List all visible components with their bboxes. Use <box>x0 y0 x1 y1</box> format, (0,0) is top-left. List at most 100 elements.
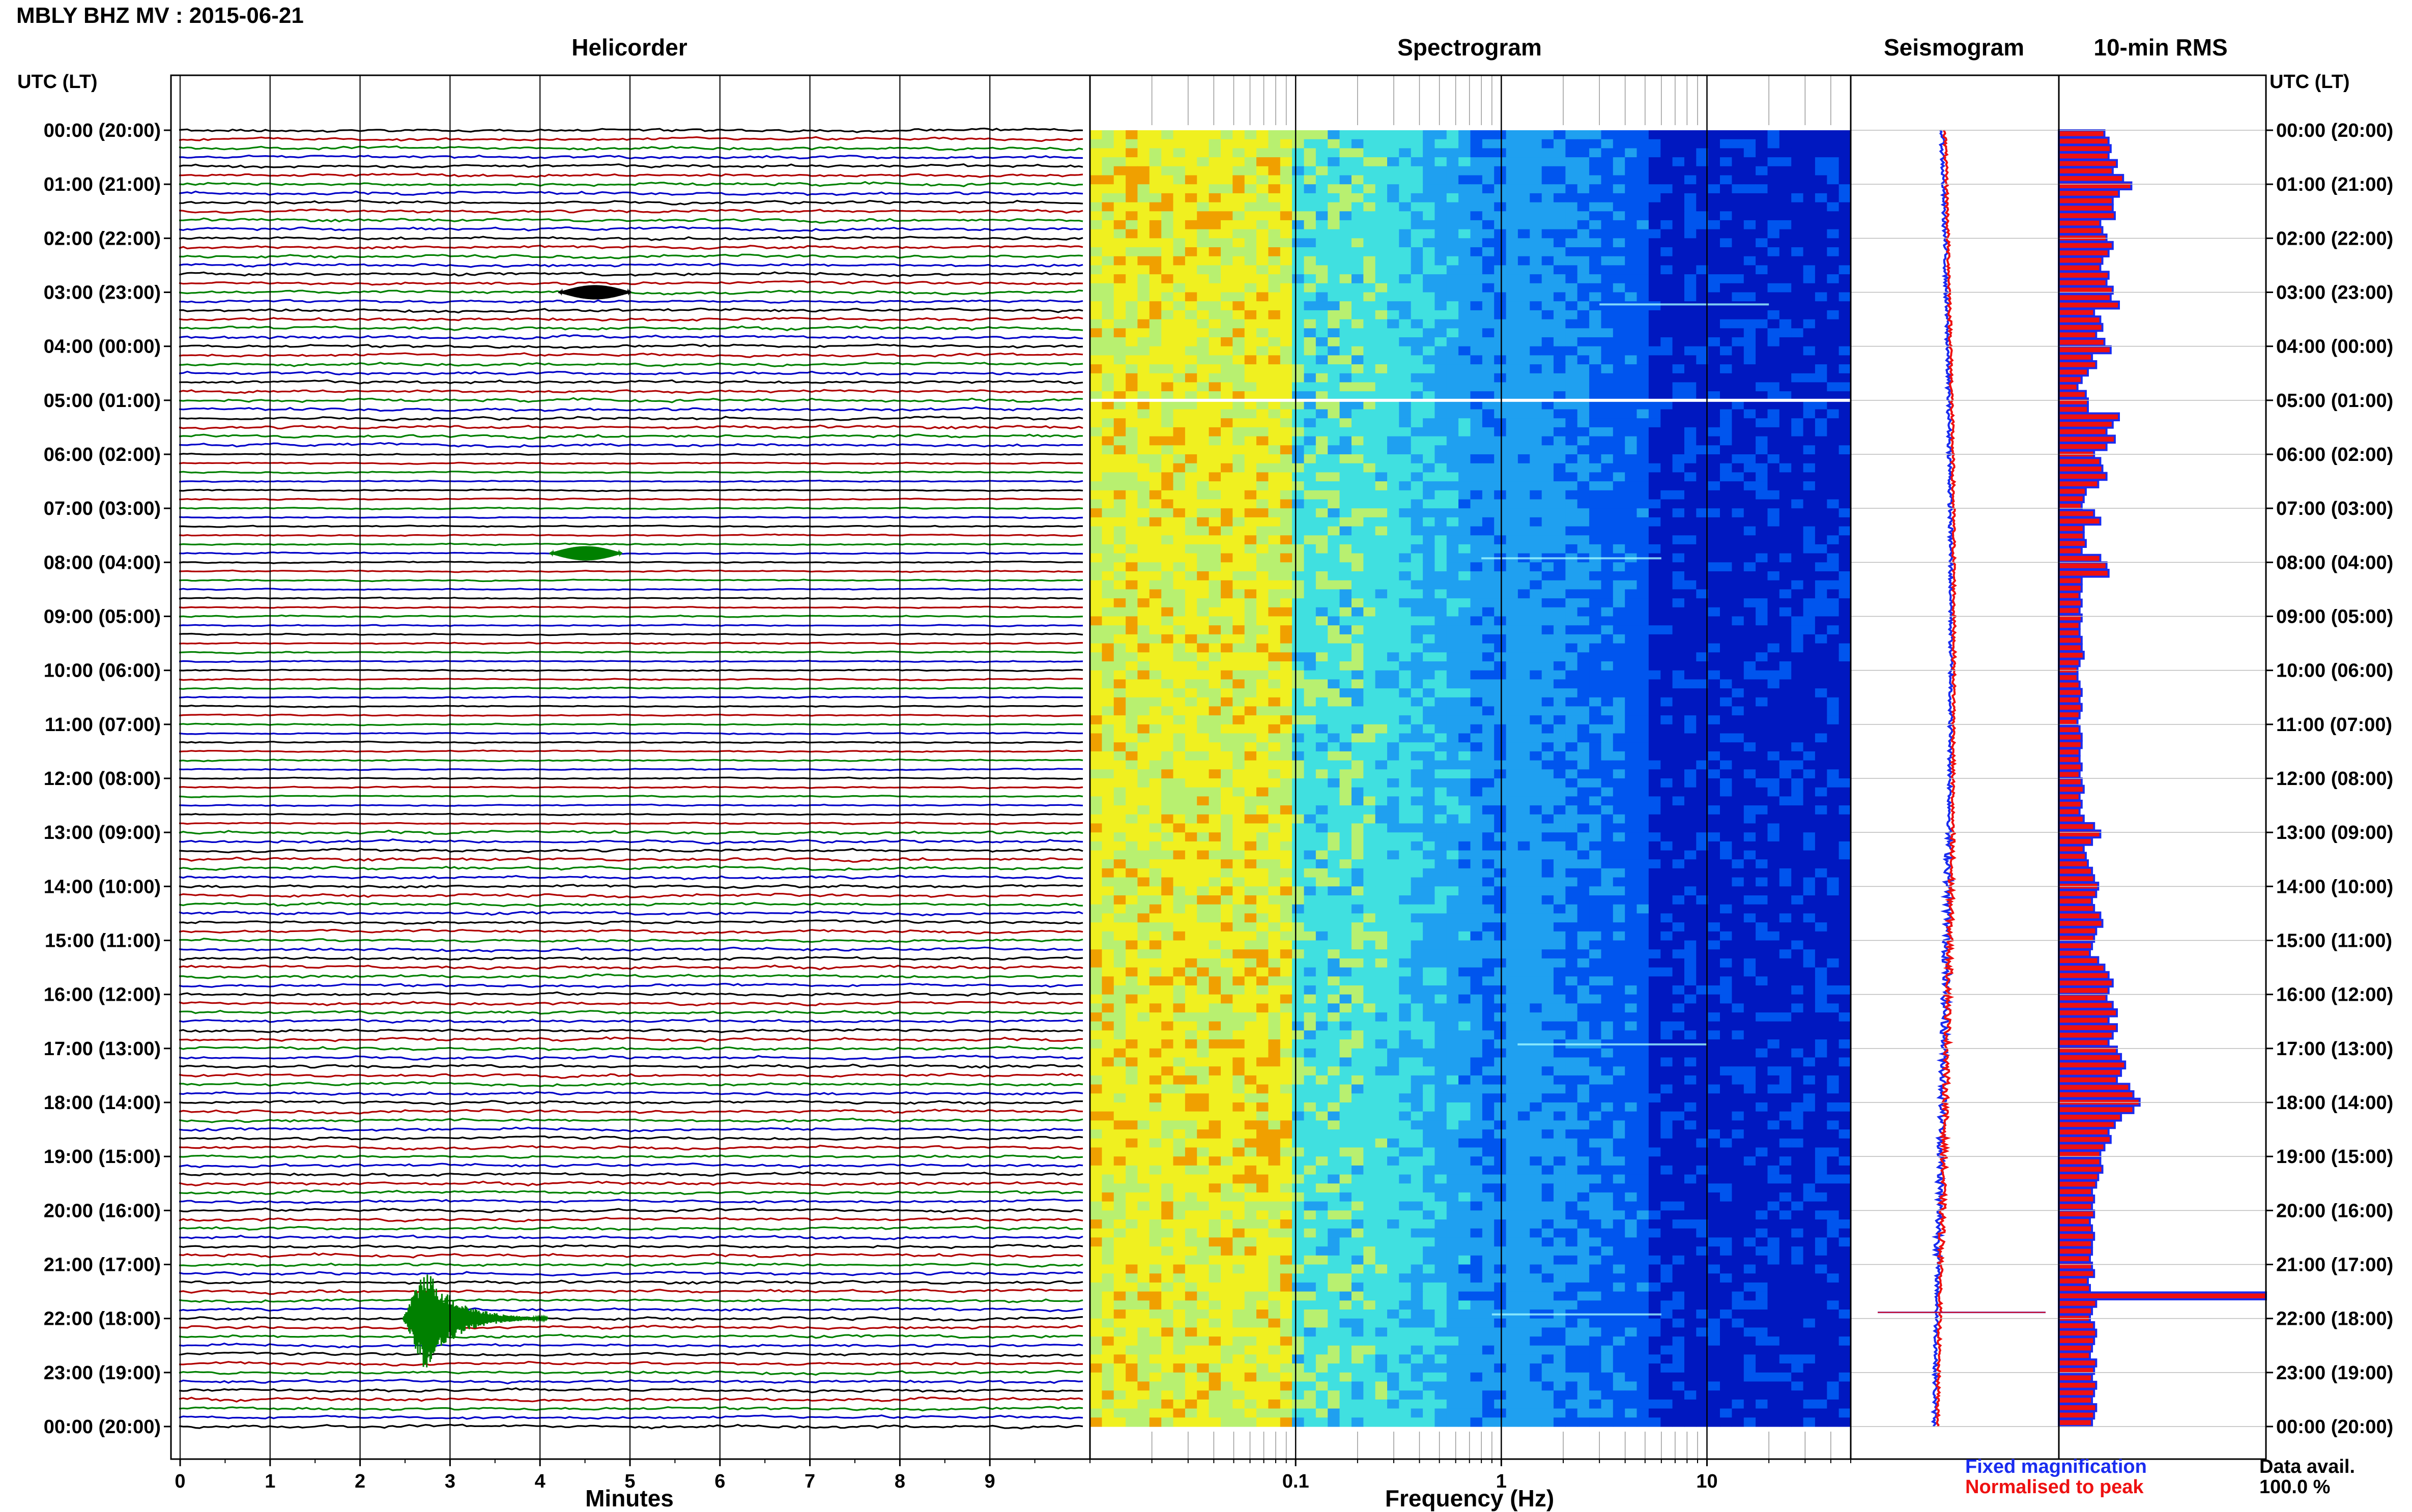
spectrogram-cell <box>1173 778 1186 788</box>
spectrogram-cell <box>1803 346 1816 356</box>
spectrogram-cell <box>1648 661 1661 671</box>
spectrogram-cell <box>1648 715 1661 725</box>
spectrogram-cell <box>1625 202 1638 212</box>
spectrogram-cell <box>1672 445 1685 455</box>
spectrogram-cell <box>1244 751 1257 761</box>
spectrogram-cell <box>1660 688 1673 698</box>
spectrogram-cell <box>1684 760 1697 770</box>
spectrogram-cell <box>1613 229 1625 239</box>
spectrogram-cell <box>1244 616 1257 626</box>
spectrogram-cell <box>1197 130 1210 140</box>
spectrogram-cell <box>1244 607 1257 617</box>
spectrogram-cell <box>1565 445 1578 455</box>
spectrogram-cell <box>1577 148 1590 158</box>
spectrogram-cell <box>1102 526 1114 536</box>
spectrogram-cell <box>1221 238 1233 248</box>
spectrogram-cell <box>1185 751 1197 761</box>
spectrogram-cell <box>1743 184 1756 194</box>
spectrogram-cell <box>1779 166 1792 176</box>
spectrogram-cell <box>1268 652 1281 662</box>
spectrogram-cell <box>1244 598 1257 608</box>
spectrogram-cell <box>1815 301 1827 311</box>
spectrogram-cell <box>1173 733 1186 743</box>
spectrogram-cell <box>1339 292 1352 302</box>
spectrogram-cell <box>1328 616 1340 626</box>
spectrogram-cell <box>1577 184 1590 194</box>
spectrogram-cell <box>1268 751 1281 761</box>
spectrogram-cell <box>1209 139 1221 149</box>
spectrogram-cell <box>1720 733 1732 743</box>
spectrogram-cell <box>1601 706 1614 716</box>
spectrogram-cell <box>1173 139 1186 149</box>
spectrogram-cell <box>1672 130 1685 140</box>
spectrogram-cell <box>1173 229 1186 239</box>
spectrogram-cell <box>1126 742 1138 752</box>
spectrogram-cell <box>1244 823 1257 833</box>
spectrogram-cell <box>1399 319 1412 329</box>
spectrogram-cell <box>1565 400 1578 410</box>
spectrogram-cell <box>1470 535 1483 545</box>
spectrogram-cell <box>1197 346 1210 356</box>
spectrogram-cell <box>1554 310 1566 320</box>
spectrogram-cell <box>1090 472 1102 482</box>
spectrogram-cell <box>1648 643 1661 653</box>
spectrogram-cell <box>1315 814 1328 824</box>
spectrogram-cell <box>1482 607 1495 617</box>
spectrogram-cell <box>1636 805 1649 815</box>
spectrogram-cell <box>1304 427 1316 437</box>
spectrogram-cell <box>1506 751 1518 761</box>
spectrogram-cell <box>1696 517 1709 527</box>
spectrogram-cell <box>1565 157 1578 167</box>
spectrogram-cell <box>1732 751 1744 761</box>
spectrogram-cell <box>1232 364 1245 374</box>
spectrogram-cell <box>1328 580 1340 590</box>
spectrogram-cell <box>1256 823 1269 833</box>
spectrogram-cell <box>1387 796 1399 806</box>
spectrogram-cell <box>1126 283 1138 293</box>
spectrogram-cell <box>1696 823 1709 833</box>
spectrogram-cell <box>1328 274 1340 284</box>
spectrogram-cell <box>1221 229 1233 239</box>
spectrogram-cell <box>1660 634 1673 644</box>
spectrogram-cell <box>1292 184 1305 194</box>
spectrogram-cell <box>1328 472 1340 482</box>
spectrogram-cell <box>1541 283 1554 293</box>
spectrogram-cell <box>1482 283 1495 293</box>
spectrogram-cell <box>1256 544 1269 554</box>
spectrogram-cell <box>1732 355 1744 365</box>
spectrogram-cell <box>1494 769 1507 779</box>
spectrogram-cell <box>1126 823 1138 833</box>
spectrogram-cell <box>1232 679 1245 689</box>
spectrogram-cell <box>1446 562 1459 572</box>
spectrogram-cell <box>1090 211 1102 221</box>
spectrogram-cell <box>1090 643 1102 653</box>
spectrogram-cell <box>1803 778 1816 788</box>
spectrogram-cell <box>1506 292 1518 302</box>
spectrogram-cell <box>1113 211 1126 221</box>
spectrogram-cell <box>1779 184 1792 194</box>
spectrogram-cell <box>1387 292 1399 302</box>
spectrogram-cell <box>1304 283 1316 293</box>
spectrogram-cell <box>1660 301 1673 311</box>
spectrogram-cell <box>1315 562 1328 572</box>
spectrogram-cell <box>1815 481 1827 491</box>
spectrogram-cell <box>1839 589 1851 599</box>
spectrogram-cell <box>1399 247 1412 257</box>
spectrogram-cell <box>1197 778 1210 788</box>
spectrogram-cell <box>1827 715 1840 725</box>
spectrogram-cell <box>1268 481 1281 491</box>
spectrogram-cell <box>1708 436 1720 446</box>
spectrogram-cell <box>1541 139 1554 149</box>
spectrogram-cell <box>1648 733 1661 743</box>
spectrogram-cell <box>1743 346 1756 356</box>
spectrogram-cell <box>1328 175 1340 185</box>
spectrogram-cell <box>1137 706 1150 716</box>
spectrogram-cell <box>1102 823 1114 833</box>
spectrogram-cell <box>1696 220 1709 230</box>
spectrogram-cell <box>1601 481 1614 491</box>
spectrogram-cell <box>1268 391 1281 401</box>
spectrogram-cell <box>1434 670 1447 680</box>
spectrogram-cell <box>1363 283 1376 293</box>
spectrogram-cell <box>1256 283 1269 293</box>
spectrogram-cell <box>1102 733 1114 743</box>
